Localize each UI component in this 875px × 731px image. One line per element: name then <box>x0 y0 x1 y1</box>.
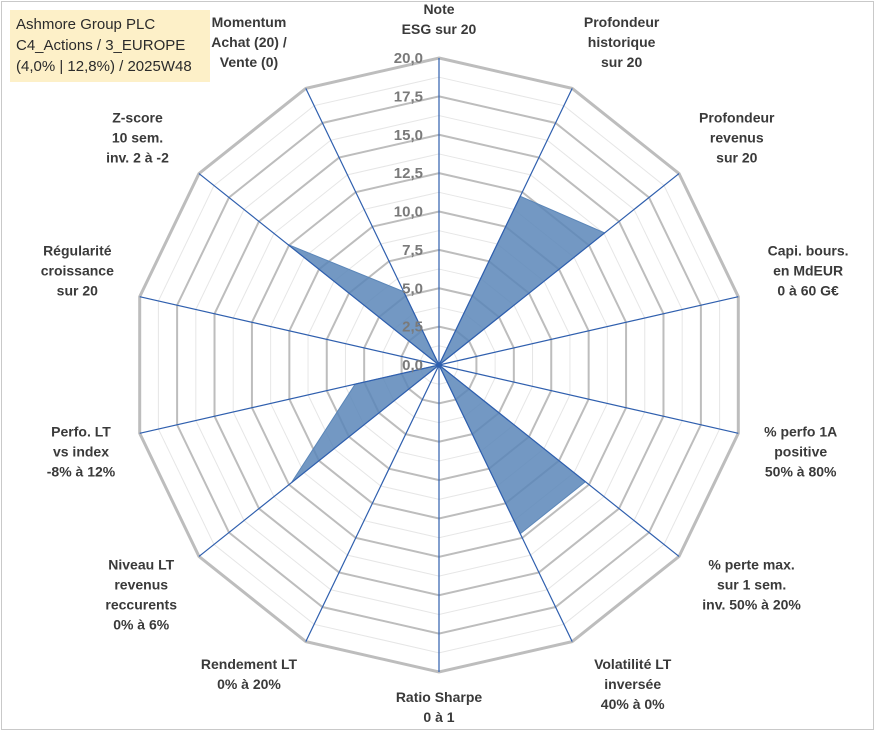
axis-label: Niveau LT revenus reccurents 0% à 6% <box>105 556 177 632</box>
axis-spoke <box>198 173 440 366</box>
axis-spoke <box>438 364 573 642</box>
data-series-area <box>287 195 606 535</box>
tick-label: 17,5 <box>394 88 423 105</box>
axis-label-line: Ratio Sharpe <box>396 689 483 705</box>
axis-label-line: vs index <box>53 444 109 460</box>
axis-spoke <box>139 364 440 434</box>
axis-label-line: 40% à 0% <box>601 696 665 712</box>
tick-label: 0,0 <box>402 357 423 374</box>
axis-label: Note ESG sur 20 <box>402 1 477 37</box>
tick-label: 10,0 <box>394 204 423 221</box>
axis-label-line: inv. 2 à -2 <box>106 150 169 166</box>
axis-label-line: Capi. bours. <box>768 242 849 258</box>
axis-label-line: revenus <box>114 576 168 592</box>
axis-label-line: revenus <box>710 130 764 146</box>
axis-label-line: % perte max. <box>708 556 794 572</box>
axis-label: Profondeur revenus sur 20 <box>699 110 775 166</box>
axis-spoke <box>305 364 440 642</box>
axis-label: Perfo. LT vs index -8% à 12% <box>47 424 116 480</box>
axis-label-line: inversée <box>604 676 661 692</box>
title-line-category: C4_Actions / 3_EUROPE <box>16 37 186 54</box>
axis-label: % perfo 1A positive 50% à 80% <box>764 424 837 480</box>
axis-label-line: 50% à 80% <box>765 464 837 480</box>
axis-label-line: historique <box>588 34 656 50</box>
axis-label-line: Note <box>423 1 454 17</box>
axis-label-line: Profondeur <box>584 14 660 30</box>
axis-label-line: sur 20 <box>601 54 642 70</box>
axis-label: % perte max. sur 1 sem. inv. 50% à 20% <box>702 556 801 612</box>
axis-label-line: Z-score <box>112 110 163 126</box>
axis-label-line: Régularité <box>43 242 112 258</box>
axis-label-line: 0% à 6% <box>113 616 170 632</box>
axis-label: Capi. bours. en MdEUR 0 à 60 G€ <box>768 242 849 298</box>
tick-label: 2,5 <box>402 319 423 336</box>
axis-label-line: Perfo. LT <box>51 424 111 440</box>
axis-label: Volatilité LT inversée 40% à 0% <box>594 656 672 712</box>
axis-spoke <box>139 296 440 366</box>
axis-label-line: reccurents <box>105 596 177 612</box>
axis-label: Z-score 10 sem. inv. 2 à -2 <box>106 110 169 166</box>
tick-label: 5,0 <box>402 280 423 297</box>
axis-label-line: Vente (0) <box>220 54 278 70</box>
axis-label-line: ESG sur 20 <box>402 21 477 37</box>
title-line-stats: (4,0% | 12,8%) / 2025W48 <box>16 58 192 75</box>
axis-label-line: 10 sem. <box>112 130 163 146</box>
tick-label: 20,0 <box>394 50 423 67</box>
tick-label: 15,0 <box>394 127 423 144</box>
axis-spoke <box>438 173 680 366</box>
axis-label-line: Volatilité LT <box>594 656 672 672</box>
axis-label-line: positive <box>774 444 827 460</box>
axis-label-line: sur 20 <box>57 282 98 298</box>
axis-spoke <box>438 88 573 366</box>
axis-spoke <box>438 364 739 434</box>
axis-label-line: en MdEUR <box>773 262 843 278</box>
axis-label: Régularité croissance sur 20 <box>41 242 114 298</box>
axis-label-line: Momentum <box>212 14 287 30</box>
axis-label-line: Achat (20) / <box>211 34 287 50</box>
axis-label: Rendement LT 0% à 20% <box>201 656 298 692</box>
axis-label-line: Profondeur <box>699 110 775 126</box>
axis-label: Momentum Achat (20) / Vente (0) <box>211 14 287 70</box>
axis-spoke <box>438 364 680 557</box>
axis-label-line: Niveau LT <box>108 556 174 572</box>
tick-label: 7,5 <box>402 242 423 259</box>
axis-label-line: -8% à 12% <box>47 464 116 480</box>
axis-spoke <box>198 364 440 557</box>
axis-label-line: Rendement LT <box>201 656 298 672</box>
axis-label-line: 0% à 20% <box>217 676 281 692</box>
tick-label: 12,5 <box>394 165 423 182</box>
axis-label-line: croissance <box>41 262 114 278</box>
title-box: Ashmore Group PLC C4_Actions / 3_EUROPE … <box>10 10 210 82</box>
axis-label: Profondeur historique sur 20 <box>584 14 660 70</box>
axis-label-line: inv. 50% à 20% <box>702 596 801 612</box>
axis-label-line: % perfo 1A <box>764 424 837 440</box>
axis-spoke <box>305 88 440 366</box>
axis-label: Ratio Sharpe 0 à 1 <box>396 689 483 725</box>
axis-spoke <box>438 296 739 366</box>
axis-label-line: 0 à 60 G€ <box>777 282 839 298</box>
axis-label-line: sur 1 sem. <box>717 576 786 592</box>
axis-label-line: 0 à 1 <box>423 709 454 725</box>
axis-label-line: sur 20 <box>716 150 757 166</box>
title-line-company: Ashmore Group PLC <box>16 16 156 33</box>
